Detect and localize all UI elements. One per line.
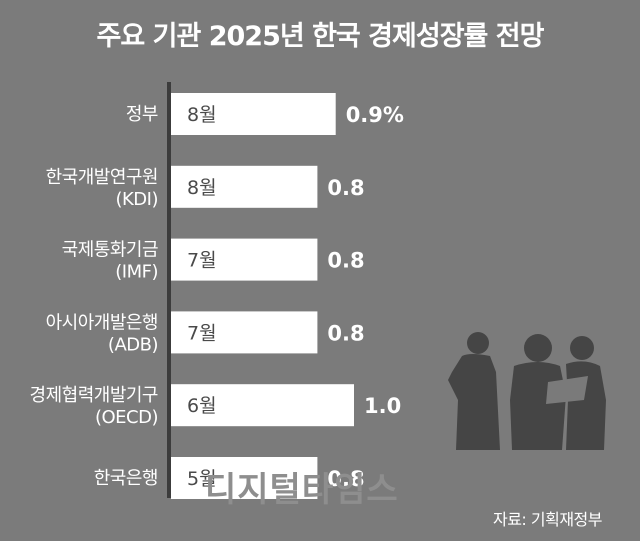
bar [171,238,318,281]
business-people-silhouette-icon [448,332,606,450]
category-label: (OECD) [95,407,158,428]
bar [171,311,318,354]
category-label: (ADB) [108,334,158,355]
source-note: 자료: 기획재정부 [492,510,603,529]
bar [171,93,336,135]
category-label: 국제통화기금 [62,240,158,261]
category-label: 아시아개발은행 [46,312,158,333]
category-label: 경제협력개발기구 [30,385,158,406]
category-label: (KDI) [115,189,158,210]
bar [171,165,318,208]
bar [171,384,354,427]
bar-month-label: 8월 [187,104,217,126]
category-label: (IMF) [115,262,158,283]
bar-month-label: 7월 [187,250,217,272]
watermark-text: 디지털타임스 [205,470,399,510]
category-label: 정부 [126,104,158,125]
bar-month-label: 7월 [187,322,217,344]
bar-value-label: 1.0 [364,394,401,418]
bar [171,457,318,499]
bar-month-label: 6월 [187,395,217,417]
bar-month-label: 5월 [187,468,217,490]
bars-group: 8월 0.9% 정부 8월 0.8 한국개발연구원(KDI) 7월 0.8 국제통화기금(IMF… [30,93,404,499]
chart-title: 주요 기관 2025년 한국 경제성장률 전망 [96,21,545,52]
bar-month-label: 8월 [187,177,217,199]
bar-value-label: 0.8 [327,176,364,200]
bar-value-label: 0.9% [346,103,404,127]
category-label: 한국개발연구원 [46,167,158,188]
bar-value-label: 0.8 [327,321,364,345]
bar-value-label: 0.8 [327,249,364,273]
category-label: 한국은행 [94,468,158,489]
bar-value-label: 0.8 [327,467,364,491]
